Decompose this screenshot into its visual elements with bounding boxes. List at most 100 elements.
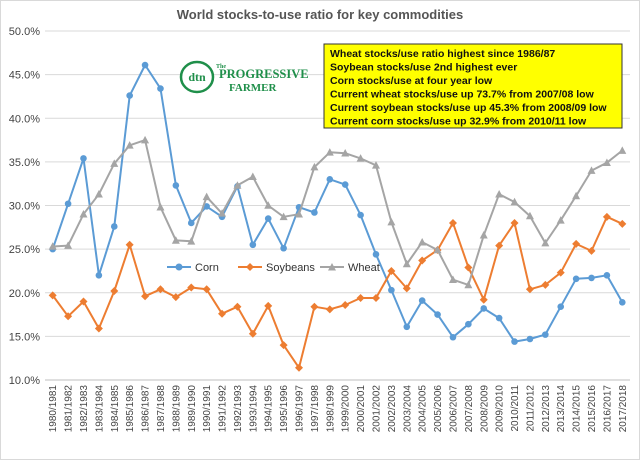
corn-point xyxy=(64,200,72,208)
corn-point xyxy=(418,297,426,304)
soybeans-point xyxy=(264,301,273,310)
legend-item-wheat: Wheat xyxy=(320,262,380,274)
soybeans-point xyxy=(156,285,165,294)
x-tick-label: 1990/1991 xyxy=(202,385,213,433)
corn-point xyxy=(372,251,380,258)
corn-point xyxy=(603,272,611,279)
x-tick-label: 1982/1983 xyxy=(79,385,90,433)
x-tick-label: 1985/1986 xyxy=(125,385,136,433)
wheat-point xyxy=(202,192,211,201)
soybeans-point xyxy=(587,246,596,255)
wheat-point xyxy=(156,203,165,211)
wheat-point xyxy=(356,154,365,162)
wheat-point xyxy=(279,212,288,221)
chart-title: World stocks-to-use ratio for key commod… xyxy=(177,7,464,22)
soybeans-point xyxy=(356,293,365,302)
series-line-wheat xyxy=(52,139,623,286)
corn-point xyxy=(557,303,565,311)
soybeans-point xyxy=(110,287,119,296)
x-tick-label: 1993/1994 xyxy=(248,385,259,433)
corn-point xyxy=(588,274,595,282)
y-tick-label: 45.0% xyxy=(9,70,40,82)
soybeans-point xyxy=(448,218,457,227)
soybeans-point xyxy=(202,285,211,294)
x-tick-label: 2008/2009 xyxy=(479,385,490,433)
soybeans-point xyxy=(418,256,427,265)
soybeans-point xyxy=(387,266,396,275)
wheat-point xyxy=(64,241,73,249)
soybeans-point xyxy=(310,302,319,311)
soybeans-point xyxy=(94,324,103,333)
corn-point xyxy=(110,223,118,230)
annotation-box: Wheat stocks/use ratio highest since 198… xyxy=(323,43,623,129)
soybeans-point xyxy=(618,219,627,228)
soybeans-point xyxy=(479,295,488,304)
wheat-point xyxy=(402,259,411,268)
wheat-point xyxy=(448,275,457,283)
corn-point xyxy=(203,203,210,210)
soybeans-point xyxy=(325,305,334,314)
x-tick-label: 2005/2006 xyxy=(433,385,444,433)
x-tick-label: 1992/1993 xyxy=(233,385,244,433)
wheat-point xyxy=(264,201,273,209)
corn-point xyxy=(249,241,257,249)
x-tick-label: 2010/2011 xyxy=(510,385,521,432)
corn-point xyxy=(80,155,87,162)
wheat-point xyxy=(48,242,57,250)
y-tick-label: 40.0% xyxy=(9,113,40,125)
x-tick-label: 1981/1982 xyxy=(64,385,75,433)
corn-point xyxy=(311,209,318,216)
wheat-point xyxy=(495,189,504,198)
corn-point xyxy=(157,85,164,92)
soybeans-point xyxy=(371,293,380,302)
x-tick-label: 2000/2001 xyxy=(356,385,367,433)
corn-point xyxy=(480,305,488,312)
y-tick-label: 30.0% xyxy=(9,201,40,213)
x-tick-label: 2012/2013 xyxy=(541,385,552,433)
soybeans-point xyxy=(141,292,150,301)
wheat-point xyxy=(418,237,427,246)
wheat-point xyxy=(618,146,627,154)
wheat-point xyxy=(510,197,519,206)
legend-marker-wheat xyxy=(328,263,336,271)
y-tick-label: 25.0% xyxy=(9,244,40,256)
x-tick-label: 1994/1995 xyxy=(264,385,275,433)
legend-marker-corn xyxy=(175,263,183,271)
x-tick-label: 1988/1989 xyxy=(171,385,182,433)
x-tick-label: 1983/1984 xyxy=(94,385,105,433)
legend-item-soybeans: Soybeans xyxy=(238,262,315,274)
logo-sub-text: FARMER xyxy=(229,82,278,94)
corn-point xyxy=(187,219,195,227)
y-tick-label: 10.0% xyxy=(9,375,40,387)
y-tick-label: 15.0% xyxy=(9,331,40,343)
x-tick-label: 1991/1992 xyxy=(218,385,229,433)
annotation-line: Current corn stocks/use up 32.9% from 20… xyxy=(330,116,587,128)
soybeans-point xyxy=(572,239,581,248)
wheat-point xyxy=(233,181,242,189)
logo-the-text: The xyxy=(216,64,226,70)
legend-label-wheat: Wheat xyxy=(348,262,380,274)
series-lines xyxy=(48,61,627,372)
x-tick-label: 1998/1999 xyxy=(325,385,336,433)
wheat-point xyxy=(94,189,103,198)
soybeans-point xyxy=(495,241,504,250)
x-tick-label: 2007/2008 xyxy=(464,385,475,433)
corn-point xyxy=(326,176,334,183)
x-tick-label: 1987/1988 xyxy=(156,385,167,433)
corn-point xyxy=(542,331,549,338)
x-tick-label: 2016/2017 xyxy=(602,385,613,433)
wheat-point xyxy=(387,217,396,226)
x-tick-label: 2014/2015 xyxy=(572,385,583,433)
soybeans-point xyxy=(79,297,88,306)
soybeans-point xyxy=(48,291,57,300)
corn-point xyxy=(403,323,411,331)
gridlines xyxy=(45,30,630,381)
soybeans-point xyxy=(171,293,180,302)
wheat-point xyxy=(218,209,227,217)
annotation-line: Wheat stocks/use ratio highest since 198… xyxy=(330,48,555,60)
series-wheat xyxy=(48,135,627,289)
legend-label-soybeans: Soybeans xyxy=(266,262,315,274)
annotation-line: Soybean stocks/use 2nd highest ever xyxy=(330,62,517,74)
